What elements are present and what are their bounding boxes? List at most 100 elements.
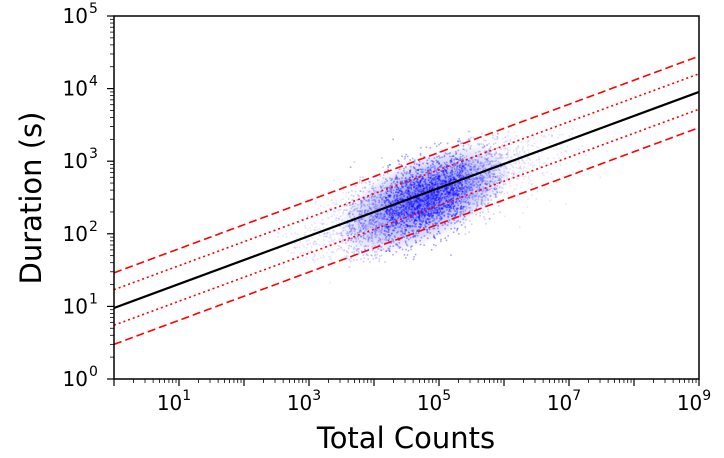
scatter-point bbox=[498, 177, 500, 180]
scatter-point bbox=[321, 222, 324, 225]
scatter-point bbox=[442, 190, 445, 192]
scatter-point bbox=[476, 186, 479, 188]
scatter-point bbox=[455, 200, 458, 203]
scatter-point bbox=[514, 160, 516, 163]
scatter-point bbox=[403, 212, 406, 214]
scatter-point bbox=[316, 258, 319, 260]
scatter-point bbox=[425, 146, 428, 149]
scatter-point bbox=[417, 207, 419, 209]
scatter-point bbox=[339, 246, 342, 249]
scatter-point bbox=[513, 188, 515, 191]
scatter-point bbox=[382, 196, 385, 198]
scatter-point bbox=[487, 202, 490, 204]
scatter-point bbox=[487, 170, 490, 172]
scatter-point bbox=[453, 187, 455, 189]
scatter-point bbox=[384, 230, 386, 232]
scatter-point bbox=[450, 177, 452, 180]
scatter-point bbox=[418, 164, 420, 166]
scatter-point bbox=[347, 191, 350, 194]
scatter-point bbox=[387, 201, 390, 204]
scatter-point bbox=[517, 167, 519, 170]
scatter-point bbox=[340, 246, 343, 249]
scatter-point bbox=[456, 188, 458, 191]
scatter-point bbox=[408, 193, 410, 195]
scatter-point bbox=[466, 198, 469, 201]
scatter-point bbox=[439, 204, 441, 206]
scatter-point bbox=[374, 232, 376, 235]
scatter-point bbox=[449, 190, 451, 193]
scatter-point bbox=[418, 160, 421, 163]
scatter-point bbox=[312, 197, 315, 200]
scatter-point bbox=[452, 213, 455, 215]
scatter-point bbox=[460, 198, 463, 201]
scatter-point bbox=[559, 133, 561, 136]
scatter-point bbox=[450, 178, 452, 181]
scatter-point bbox=[296, 246, 298, 249]
scatter-point bbox=[439, 194, 442, 196]
scatter-point bbox=[507, 172, 510, 175]
scatter-point bbox=[444, 222, 446, 224]
scatter-point bbox=[468, 196, 471, 198]
scatter-point bbox=[370, 218, 373, 221]
scatter-point bbox=[335, 250, 338, 252]
scatter-point bbox=[427, 201, 429, 203]
scatter-point bbox=[390, 179, 393, 182]
scatter-point bbox=[511, 173, 513, 175]
scatter-point bbox=[490, 172, 493, 175]
scatter-point bbox=[409, 215, 412, 218]
scatter-point bbox=[429, 203, 432, 206]
scatter-point bbox=[480, 196, 482, 198]
scatter-point bbox=[413, 220, 416, 223]
scatter-point bbox=[444, 202, 446, 205]
scatter-point bbox=[507, 130, 510, 132]
scatter-point bbox=[490, 199, 493, 201]
scatter-point bbox=[477, 184, 479, 187]
scatter-point bbox=[353, 220, 356, 223]
scatter-point bbox=[405, 235, 408, 237]
scatter-point bbox=[423, 199, 426, 201]
scatter-point bbox=[438, 217, 441, 220]
scatter-point bbox=[469, 148, 472, 150]
scatter-point bbox=[565, 163, 568, 165]
scatter-point bbox=[438, 163, 440, 165]
scatter-point bbox=[388, 194, 391, 196]
scatter-point bbox=[507, 131, 510, 134]
scatter-point bbox=[409, 199, 411, 202]
scatter-point bbox=[444, 180, 446, 183]
scatter-point bbox=[437, 230, 440, 233]
scatter-point bbox=[397, 209, 399, 212]
scatter-point bbox=[426, 204, 428, 207]
scatter-point bbox=[521, 159, 524, 161]
scatter-point bbox=[472, 193, 474, 195]
scatter-point bbox=[515, 188, 517, 190]
scatter-point bbox=[566, 145, 569, 148]
scatter-point bbox=[362, 224, 365, 227]
scatter-point bbox=[494, 176, 497, 178]
scatter-point bbox=[360, 230, 362, 232]
scatter-point bbox=[461, 167, 463, 169]
scatter-point bbox=[489, 161, 491, 164]
scatter-point bbox=[379, 196, 381, 199]
scatter-point bbox=[457, 193, 459, 196]
scatter-point bbox=[435, 180, 437, 183]
scatter-point bbox=[494, 188, 496, 190]
scatter-point bbox=[366, 196, 369, 198]
scatter-point bbox=[505, 153, 508, 156]
scatter-point bbox=[429, 181, 431, 183]
scatter-point bbox=[508, 159, 510, 161]
scatter-point bbox=[430, 182, 432, 184]
scatter-point bbox=[340, 181, 342, 184]
scatter-point bbox=[376, 234, 378, 236]
scatter-point bbox=[391, 206, 393, 208]
scatter-point bbox=[488, 163, 490, 165]
scatter-point bbox=[323, 243, 325, 246]
scatter-point bbox=[506, 156, 509, 159]
scatter-point bbox=[351, 226, 354, 228]
scatter-point bbox=[416, 189, 419, 192]
scatter-point bbox=[418, 216, 421, 219]
scatter-point bbox=[462, 166, 464, 169]
scatter-point bbox=[527, 198, 529, 200]
scatter-point bbox=[418, 199, 421, 202]
scatter-point bbox=[455, 192, 457, 194]
scatter-point bbox=[504, 183, 506, 185]
